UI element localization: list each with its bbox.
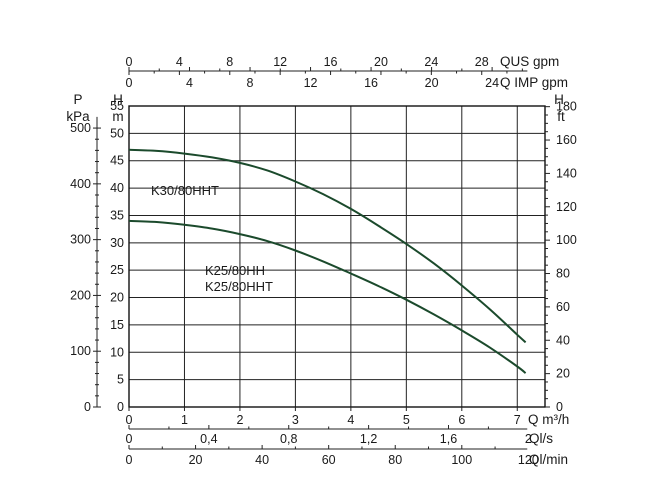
y-left-tick-label: 10 [110,345,124,359]
pressure-tick-label: 400 [70,177,91,191]
y-left-tick-label: 55 [110,99,124,113]
pressure-tick-label: 0 [84,400,91,414]
curve-series-1 [128,148,527,344]
ft-tick-label: 60 [556,300,570,314]
series-label-1: K30/80HHT [151,183,219,198]
pressure-tick-label: 100 [70,344,91,358]
ft-axis-unit: ft [557,109,565,124]
y-left-tick-label: 0 [117,400,124,414]
imp-gpm-tick-label: 20 [425,76,439,90]
ls-tick-label: 0,4 [200,432,217,446]
pressure-tick-label: 300 [70,233,91,247]
y-left-tick-label: 5 [117,373,124,387]
x-tick-label: 7 [514,413,521,427]
us-gpm-axis-label: QUS gpm [500,54,559,69]
ls-tick-label: 0 [126,432,133,446]
lmin-tick-label: 120 [518,453,539,467]
imp-gpm-tick-label: 24 [485,76,499,90]
lmin-tick-label: 20 [189,453,203,467]
y-left-tick-label: 25 [110,263,124,277]
lmin-tick-label: 100 [451,453,472,467]
imp-gpm-tick-label: 0 [126,76,133,90]
ls-axis-label: Ql/s [529,431,553,446]
ft-tick-label: 80 [556,267,570,281]
plot-frame [128,105,546,408]
x-axis-label: Q m³/h [528,412,569,427]
imp-gpm-axis-label: Q IMP gpm [500,75,568,90]
series-label-2: K25/80HH [205,263,265,278]
performance-curves [128,148,527,374]
y-left-tick-label: 45 [110,154,124,168]
lmin-tick-label: 80 [388,453,402,467]
imp-gpm-tick-label: 8 [247,76,254,90]
imp-gpm-tick-label: 16 [364,76,378,90]
ft-tick-label: 20 [556,367,570,381]
x-tick-label: 0 [126,413,133,427]
pressure-axis-title: P [73,92,82,107]
imp-gpm-tick-label: 4 [186,76,193,90]
us-gpm-tick-label: 28 [475,55,489,69]
y-left-tick-label: 30 [110,236,124,250]
us-gpm-tick-label: 12 [273,55,287,69]
pressure-tick-label: 500 [70,121,91,135]
us-gpm-tick-label: 20 [374,55,388,69]
series-label-2: K25/80HHT [205,279,273,294]
ft-axis-title: H [554,92,564,107]
x-tick-label: 6 [458,413,465,427]
ft-tick-label: 0 [556,400,563,414]
y-left-tick-label: 40 [110,181,124,195]
y-left-tick-label: 15 [110,318,124,332]
lmin-axis-label: Ql/min [529,452,568,467]
y-left-tick-label: 35 [110,208,124,222]
ls-tick-label: 0,8 [280,432,297,446]
ft-tick-label: 160 [556,133,577,147]
ft-tick-label: 120 [556,200,577,214]
pressure-axis-unit: kPa [66,109,90,124]
curve-series-2 [128,219,527,374]
ft-tick-label: 100 [556,233,577,247]
grid-lines [129,106,545,407]
imp-gpm-tick-label: 12 [304,76,318,90]
x-tick-label: 5 [403,413,410,427]
pressure-tick-label: 200 [70,288,91,302]
ls-tick-label: 1,2 [360,432,377,446]
us-gpm-tick-label: 8 [226,55,233,69]
y-left-tick-label: 50 [110,126,124,140]
x-tick-label: 3 [292,413,299,427]
ft-tick-label: 40 [556,333,570,347]
ft-tick-label: 140 [556,166,577,180]
y-left-tick-label: 20 [110,291,124,305]
x-tick-label: 4 [347,413,354,427]
y-left-axis-unit: m [112,109,123,124]
us-gpm-tick-label: 24 [424,55,438,69]
ls-tick-label: 2 [525,432,532,446]
lmin-tick-label: 0 [126,453,133,467]
us-gpm-tick-label: 16 [324,55,338,69]
x-tick-label: 2 [236,413,243,427]
x-tick-label: 1 [181,413,188,427]
lmin-tick-label: 60 [322,453,336,467]
lmin-tick-label: 40 [255,453,269,467]
us-gpm-tick-label: 4 [176,55,183,69]
y-left-axis-title: H [113,92,123,107]
ls-tick-label: 1,6 [440,432,457,446]
us-gpm-tick-label: 0 [126,55,133,69]
ft-tick-label: 180 [556,100,577,114]
